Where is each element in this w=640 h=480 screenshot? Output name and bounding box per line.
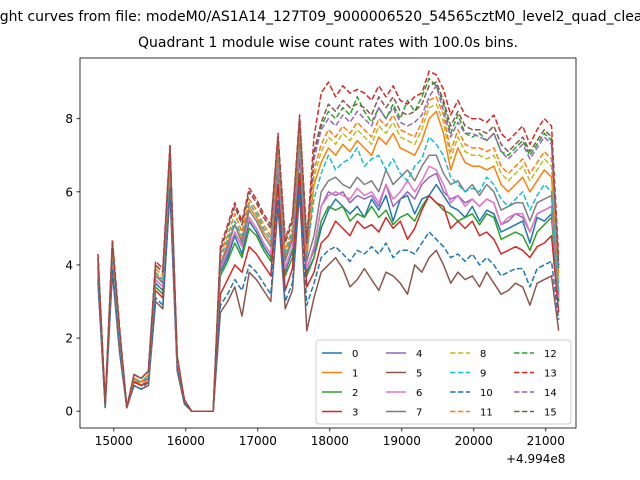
series-line-15 bbox=[97, 81, 560, 412]
x-tick-label: 17000 bbox=[239, 434, 277, 448]
series-line-8 bbox=[97, 103, 560, 412]
legend-box bbox=[315, 339, 572, 425]
legend-label-1: 1 bbox=[352, 369, 358, 380]
x-tick-label: 20000 bbox=[455, 434, 493, 448]
x-tick-label: 16000 bbox=[167, 434, 205, 448]
legend-label-3: 3 bbox=[352, 408, 358, 419]
y-tick-label: 6 bbox=[65, 185, 73, 199]
axes: 15000 16000 17000 18000 19000 20000 21000 0 2 4 6 8 bbox=[65, 57, 577, 448]
legend-label-11: 11 bbox=[480, 408, 493, 419]
legend-label-5: 5 bbox=[416, 369, 422, 380]
legend-label-10: 10 bbox=[480, 388, 493, 399]
figure-suptitle: Light curves from file: modeM0/AS1A14_12… bbox=[0, 9, 640, 31]
legend-label-13: 13 bbox=[544, 369, 557, 380]
series-line-11 bbox=[97, 96, 560, 412]
legend-label-0: 0 bbox=[352, 349, 358, 360]
legend-label-9: 9 bbox=[480, 369, 486, 380]
legend-label-6: 6 bbox=[416, 388, 422, 399]
legend-label-2: 2 bbox=[352, 388, 358, 399]
x-tick-label: 15000 bbox=[95, 434, 133, 448]
legend-label-14: 14 bbox=[544, 388, 557, 399]
y-tick-label: 0 bbox=[65, 405, 73, 419]
legend-label-8: 8 bbox=[480, 349, 486, 360]
x-tick-label: 21000 bbox=[527, 434, 565, 448]
y-tick-label: 2 bbox=[65, 332, 73, 346]
legend-label-4: 4 bbox=[416, 349, 422, 360]
x-tick-label: 18000 bbox=[311, 434, 349, 448]
series-lines bbox=[97, 70, 560, 412]
chart-title: Quadrant 1 module wise count rates with … bbox=[138, 35, 518, 51]
x-offset-label: +4.994e8 bbox=[506, 452, 566, 466]
legend-label-7: 7 bbox=[416, 408, 422, 419]
y-tick-label: 8 bbox=[65, 112, 73, 126]
suptitle-text: Light curves from file: modeM0/AS1A14_12… bbox=[0, 9, 640, 25]
series-line-9 bbox=[97, 128, 560, 412]
legend-label-15: 15 bbox=[544, 408, 557, 419]
axes-frame bbox=[79, 57, 577, 429]
x-tick-label: 19000 bbox=[383, 434, 421, 448]
legend-label-12: 12 bbox=[544, 349, 557, 360]
y-tick-label: 4 bbox=[65, 258, 73, 272]
